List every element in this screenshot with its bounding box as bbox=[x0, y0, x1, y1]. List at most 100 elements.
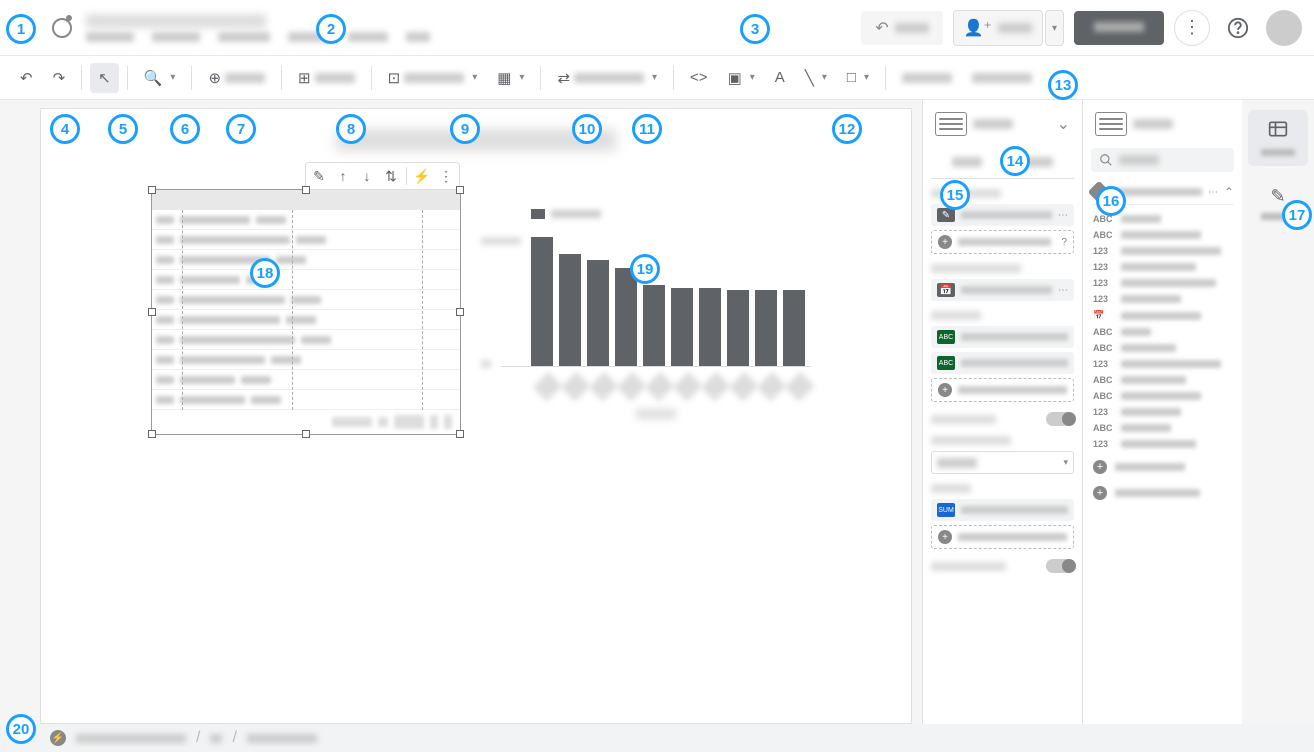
side-tab-data[interactable] bbox=[1248, 110, 1308, 166]
chart-bar[interactable] bbox=[699, 288, 721, 366]
field-chip[interactable]: ABC bbox=[931, 352, 1074, 374]
document-title[interactable] bbox=[86, 14, 266, 28]
toolbar-button[interactable]: 🔍 bbox=[136, 63, 184, 93]
chart-bar[interactable] bbox=[727, 290, 749, 366]
chart-bar[interactable] bbox=[755, 290, 777, 366]
menu-tab[interactable] bbox=[406, 32, 430, 42]
toolbar-button[interactable]: <> bbox=[682, 63, 716, 92]
add-field-chip[interactable]: +? bbox=[931, 230, 1074, 254]
tab-setup[interactable] bbox=[931, 148, 1003, 178]
annotation-callout: 18 bbox=[250, 258, 280, 288]
x-axis-label bbox=[729, 372, 759, 402]
field-chip[interactable]: SUM bbox=[931, 499, 1074, 521]
toolbar-button[interactable]: □ bbox=[839, 63, 877, 92]
x-axis-label bbox=[589, 372, 619, 402]
field-row[interactable]: ABC bbox=[1091, 388, 1234, 404]
report-canvas[interactable]: ✎ ↑ ↓ ⇅ ⚡ ⋮ bbox=[40, 108, 912, 724]
toolbar-button[interactable] bbox=[964, 67, 1040, 89]
menu-tab[interactable] bbox=[152, 32, 200, 42]
table-type-icon bbox=[935, 112, 967, 136]
annotation-callout: 9 bbox=[450, 114, 480, 144]
more-options-button[interactable]: ⋮ bbox=[1174, 10, 1210, 46]
dropdown-field[interactable] bbox=[931, 451, 1074, 474]
chart-bar[interactable] bbox=[671, 288, 693, 366]
field-chip[interactable]: ABC bbox=[931, 326, 1074, 348]
menu-tab[interactable] bbox=[86, 32, 134, 42]
table-row[interactable] bbox=[152, 370, 460, 390]
field-chip[interactable]: 📅⋯ bbox=[931, 279, 1074, 301]
menu-tab[interactable] bbox=[218, 32, 270, 42]
toggle-row[interactable] bbox=[931, 412, 1074, 426]
more-icon[interactable]: ⋮ bbox=[435, 165, 457, 187]
chart-bar[interactable] bbox=[783, 290, 805, 366]
toolbar-button[interactable]: ╲ bbox=[797, 63, 835, 93]
table-row[interactable] bbox=[152, 330, 460, 350]
field-row[interactable]: ABC bbox=[1091, 372, 1234, 388]
field-row[interactable]: ABC bbox=[1091, 340, 1234, 356]
page-name[interactable] bbox=[76, 734, 186, 743]
logo-icon[interactable] bbox=[52, 18, 72, 38]
bar-chart[interactable] bbox=[501, 209, 811, 419]
toolbar-separator bbox=[885, 66, 886, 90]
table-row[interactable] bbox=[152, 230, 460, 250]
sort-up-icon[interactable]: ↑ bbox=[332, 165, 354, 187]
field-row[interactable]: 123 bbox=[1091, 436, 1234, 452]
edit-icon[interactable]: ✎ bbox=[308, 165, 330, 187]
share-button[interactable]: 👤⁺ bbox=[953, 10, 1043, 46]
toolbar-button[interactable]: ▦ bbox=[489, 63, 532, 93]
field-row[interactable]: 📅 bbox=[1091, 307, 1234, 324]
toggle-row[interactable] bbox=[931, 559, 1074, 573]
add-field-row[interactable]: + bbox=[1091, 456, 1234, 478]
menu-tab[interactable] bbox=[348, 32, 388, 42]
toolbar-button[interactable]: ↶ bbox=[12, 63, 41, 93]
user-avatar[interactable] bbox=[1266, 10, 1302, 46]
help-icon[interactable] bbox=[1220, 10, 1256, 46]
table-component[interactable]: ✎ ↑ ↓ ⇅ ⚡ ⋮ bbox=[151, 189, 461, 435]
data-panel-header bbox=[1091, 108, 1234, 140]
chart-bar[interactable] bbox=[531, 237, 553, 366]
table-row[interactable] bbox=[152, 290, 460, 310]
toolbar-button[interactable] bbox=[894, 67, 960, 89]
toolbar-button[interactable]: ⊞ bbox=[290, 63, 363, 93]
field-row[interactable]: 123 bbox=[1091, 291, 1234, 307]
field-search[interactable] bbox=[1091, 148, 1234, 172]
table-row[interactable] bbox=[152, 270, 460, 290]
field-row[interactable]: 123 bbox=[1091, 259, 1234, 275]
toolbar-button[interactable]: ↖ bbox=[90, 63, 119, 93]
page-icon[interactable]: ⚡ bbox=[50, 730, 66, 746]
data-source-name bbox=[1113, 188, 1202, 196]
field-row[interactable]: ABC bbox=[1091, 420, 1234, 436]
chart-bar[interactable] bbox=[587, 260, 609, 366]
share-dropdown[interactable]: ▾ bbox=[1045, 10, 1064, 46]
field-row[interactable]: 123 bbox=[1091, 243, 1234, 259]
chart-bar[interactable] bbox=[615, 268, 637, 366]
toolbar-button[interactable]: ▣ bbox=[720, 63, 763, 93]
field-row[interactable]: ABC bbox=[1091, 227, 1234, 243]
chart-bar[interactable] bbox=[559, 254, 581, 366]
toolbar-button[interactable]: ⇄ bbox=[549, 63, 665, 93]
toolbar-button[interactable]: ⊕ bbox=[200, 63, 273, 93]
toolbar-separator bbox=[281, 66, 282, 90]
toolbar-button[interactable]: ↷ bbox=[45, 63, 74, 93]
undo-button[interactable]: ↶ bbox=[861, 11, 942, 45]
chart-bar[interactable] bbox=[643, 285, 665, 366]
table-row[interactable] bbox=[152, 250, 460, 270]
toolbar-button[interactable]: A bbox=[767, 63, 793, 92]
toolbar-button[interactable]: ⊡ bbox=[380, 63, 486, 93]
setup-panel-header[interactable]: ⌄ bbox=[931, 108, 1074, 140]
field-row[interactable]: ABC bbox=[1091, 324, 1234, 340]
field-row[interactable]: 123 bbox=[1091, 404, 1234, 420]
view-button[interactable] bbox=[1074, 11, 1164, 45]
table-row[interactable] bbox=[152, 350, 460, 370]
add-field-chip[interactable]: + bbox=[931, 525, 1074, 549]
add-field-chip[interactable]: + bbox=[931, 378, 1074, 402]
filter-icon[interactable]: ⇅ bbox=[380, 165, 402, 187]
bolt-icon[interactable]: ⚡ bbox=[411, 165, 433, 187]
add-field-row[interactable]: + bbox=[1091, 482, 1234, 504]
table-row[interactable] bbox=[152, 310, 460, 330]
table-row[interactable] bbox=[152, 390, 460, 410]
table-row[interactable] bbox=[152, 210, 460, 230]
field-row[interactable]: 123 bbox=[1091, 356, 1234, 372]
sort-down-icon[interactable]: ↓ bbox=[356, 165, 378, 187]
field-row[interactable]: 123 bbox=[1091, 275, 1234, 291]
